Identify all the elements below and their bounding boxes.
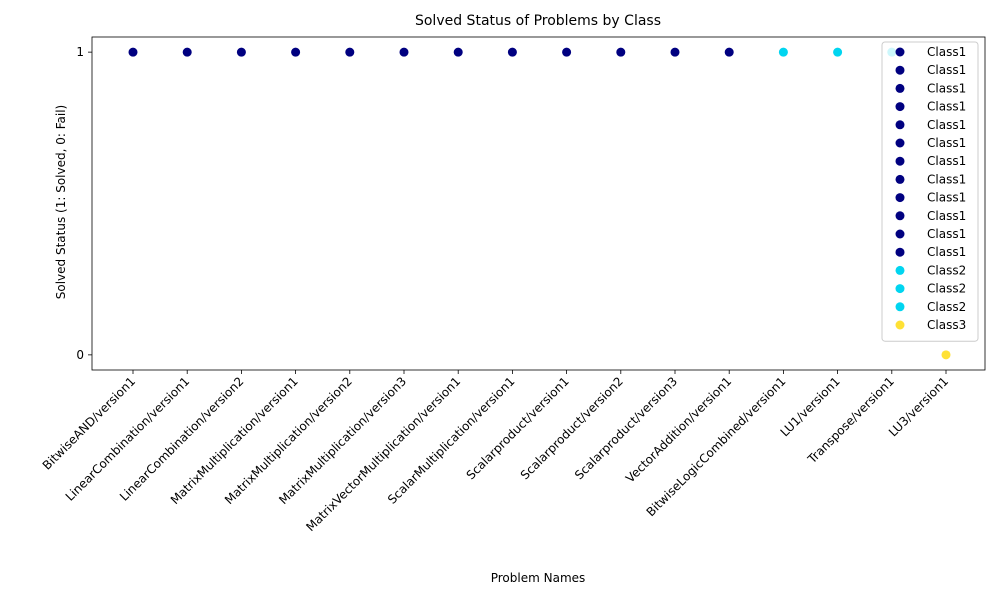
legend-entry-label: Class1 xyxy=(927,154,966,168)
legend-marker xyxy=(895,65,905,75)
legend-entry-label: Class1 xyxy=(927,81,966,95)
data-point xyxy=(291,47,301,57)
legend-marker xyxy=(895,83,905,93)
data-point xyxy=(399,47,409,57)
legend-marker xyxy=(895,102,905,112)
legend-entry-label: Class1 xyxy=(927,227,966,241)
legend-box xyxy=(881,41,979,342)
data-point xyxy=(670,47,680,57)
legend-marker xyxy=(895,247,905,257)
legend-entry-label: Class1 xyxy=(927,245,966,259)
legend: Class1 Class1 Class1 Class1 Class1 Class1 Clas… xyxy=(881,41,979,342)
y-tick-label: 1 xyxy=(76,45,84,59)
data-point xyxy=(345,47,355,57)
legend-entry-label: Class1 xyxy=(927,172,966,186)
legend-marker xyxy=(895,156,905,166)
legend-entry-label: Class1 xyxy=(927,63,966,77)
y-axis-ticks: 01 xyxy=(76,45,92,362)
legend-entry-label: Class2 xyxy=(927,282,966,296)
x-axis-label: Problem Names xyxy=(491,571,586,585)
legend-marker xyxy=(895,174,905,184)
legend-marker xyxy=(895,320,905,330)
legend-marker xyxy=(895,265,905,275)
legend-entry-label: Class1 xyxy=(927,136,966,150)
data-point xyxy=(833,47,843,57)
legend-entry-label: Class1 xyxy=(927,45,966,59)
data-point xyxy=(941,350,951,360)
legend-entry-label: Class1 xyxy=(927,191,966,205)
data-point xyxy=(236,47,246,57)
legend-marker xyxy=(895,138,905,148)
axes-border xyxy=(91,36,986,371)
data-point xyxy=(778,47,788,57)
legend-entry-label: Class2 xyxy=(927,263,966,277)
data-point xyxy=(182,47,192,57)
data-point xyxy=(562,47,572,57)
axes-frame xyxy=(91,36,986,371)
data-point xyxy=(616,47,626,57)
data-point xyxy=(128,47,138,57)
legend-marker xyxy=(895,229,905,239)
data-point xyxy=(507,47,517,57)
legend-marker xyxy=(895,193,905,203)
legend-marker xyxy=(895,120,905,130)
chart-title: Solved Status of Problems by Class xyxy=(415,13,661,29)
data-point xyxy=(453,47,463,57)
legend-entry-label: Class3 xyxy=(927,318,966,332)
legend-marker xyxy=(895,284,905,294)
legend-marker xyxy=(895,47,905,57)
legend-marker xyxy=(895,302,905,312)
legend-entry-label: Class1 xyxy=(927,209,966,223)
y-axis-label: Solved Status (1: Solved, 0: Fail) xyxy=(54,105,68,299)
legend-entry-label: Class1 xyxy=(927,100,966,114)
legend-entry-label: Class2 xyxy=(927,300,966,314)
data-point xyxy=(724,47,734,57)
legend-entry-label: Class1 xyxy=(927,118,966,132)
y-tick-label: 0 xyxy=(76,348,84,362)
legend-marker xyxy=(895,211,905,221)
